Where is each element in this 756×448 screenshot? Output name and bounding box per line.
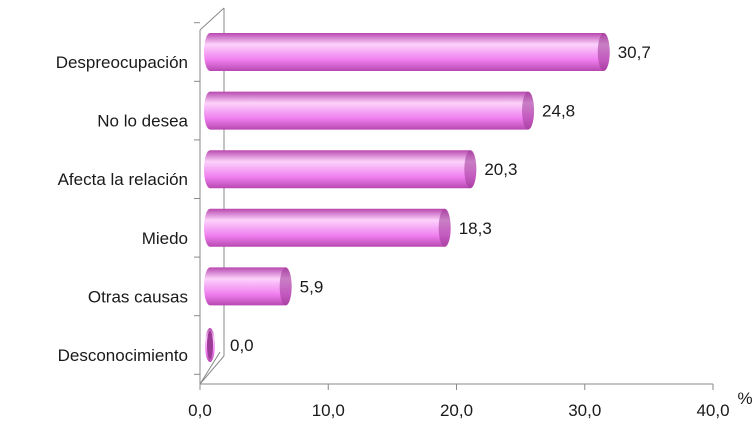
x-tick-label: 40,0 bbox=[696, 401, 729, 420]
bar-body bbox=[204, 91, 535, 130]
y-axis-top-edge bbox=[199, 7, 225, 31]
bar bbox=[204, 267, 292, 306]
bar-body bbox=[204, 208, 451, 247]
bar-body bbox=[204, 33, 610, 71]
bar-cap bbox=[279, 267, 292, 306]
bar bbox=[204, 208, 451, 247]
bar-cap bbox=[464, 150, 477, 189]
bars bbox=[204, 33, 610, 363]
bar-cap bbox=[597, 33, 610, 71]
labels: 0,0 10,0 20,0 30,0 40,0% 30,7 Despreocupación 2… bbox=[56, 43, 753, 420]
axis-depth-bottom bbox=[199, 351, 221, 385]
value-label: 30,7 bbox=[618, 43, 651, 62]
category-label: Otras causas bbox=[88, 287, 188, 306]
category-label: Desconocimiento bbox=[58, 346, 188, 365]
y-axis-bottom-edge bbox=[199, 355, 225, 385]
category-label: Miedo bbox=[142, 229, 188, 248]
x-unit-label: % bbox=[737, 389, 752, 408]
value-label: 18,3 bbox=[459, 219, 492, 238]
bar-body bbox=[204, 267, 292, 306]
x-tick-label: 30,0 bbox=[568, 401, 601, 420]
category-label: Despreocupación bbox=[56, 53, 188, 72]
x-tick-label: 20,0 bbox=[440, 401, 473, 420]
value-label: 20,3 bbox=[484, 160, 517, 179]
x-tick-label: 0,0 bbox=[188, 401, 212, 420]
bar-cap bbox=[207, 330, 213, 360]
bar bbox=[204, 33, 610, 71]
value-label: 5,9 bbox=[300, 277, 324, 296]
category-label: Afecta la relación bbox=[58, 170, 188, 189]
bar bbox=[204, 150, 477, 189]
bar bbox=[205, 327, 215, 363]
bar-cap bbox=[438, 208, 451, 247]
x-tick-label: 10,0 bbox=[312, 401, 345, 420]
bar-cap bbox=[522, 91, 535, 130]
value-label: 24,8 bbox=[542, 102, 575, 121]
value-label: 0,0 bbox=[230, 336, 254, 355]
bar-body bbox=[204, 150, 477, 189]
bar bbox=[204, 91, 535, 130]
category-label: No lo desea bbox=[97, 112, 188, 131]
